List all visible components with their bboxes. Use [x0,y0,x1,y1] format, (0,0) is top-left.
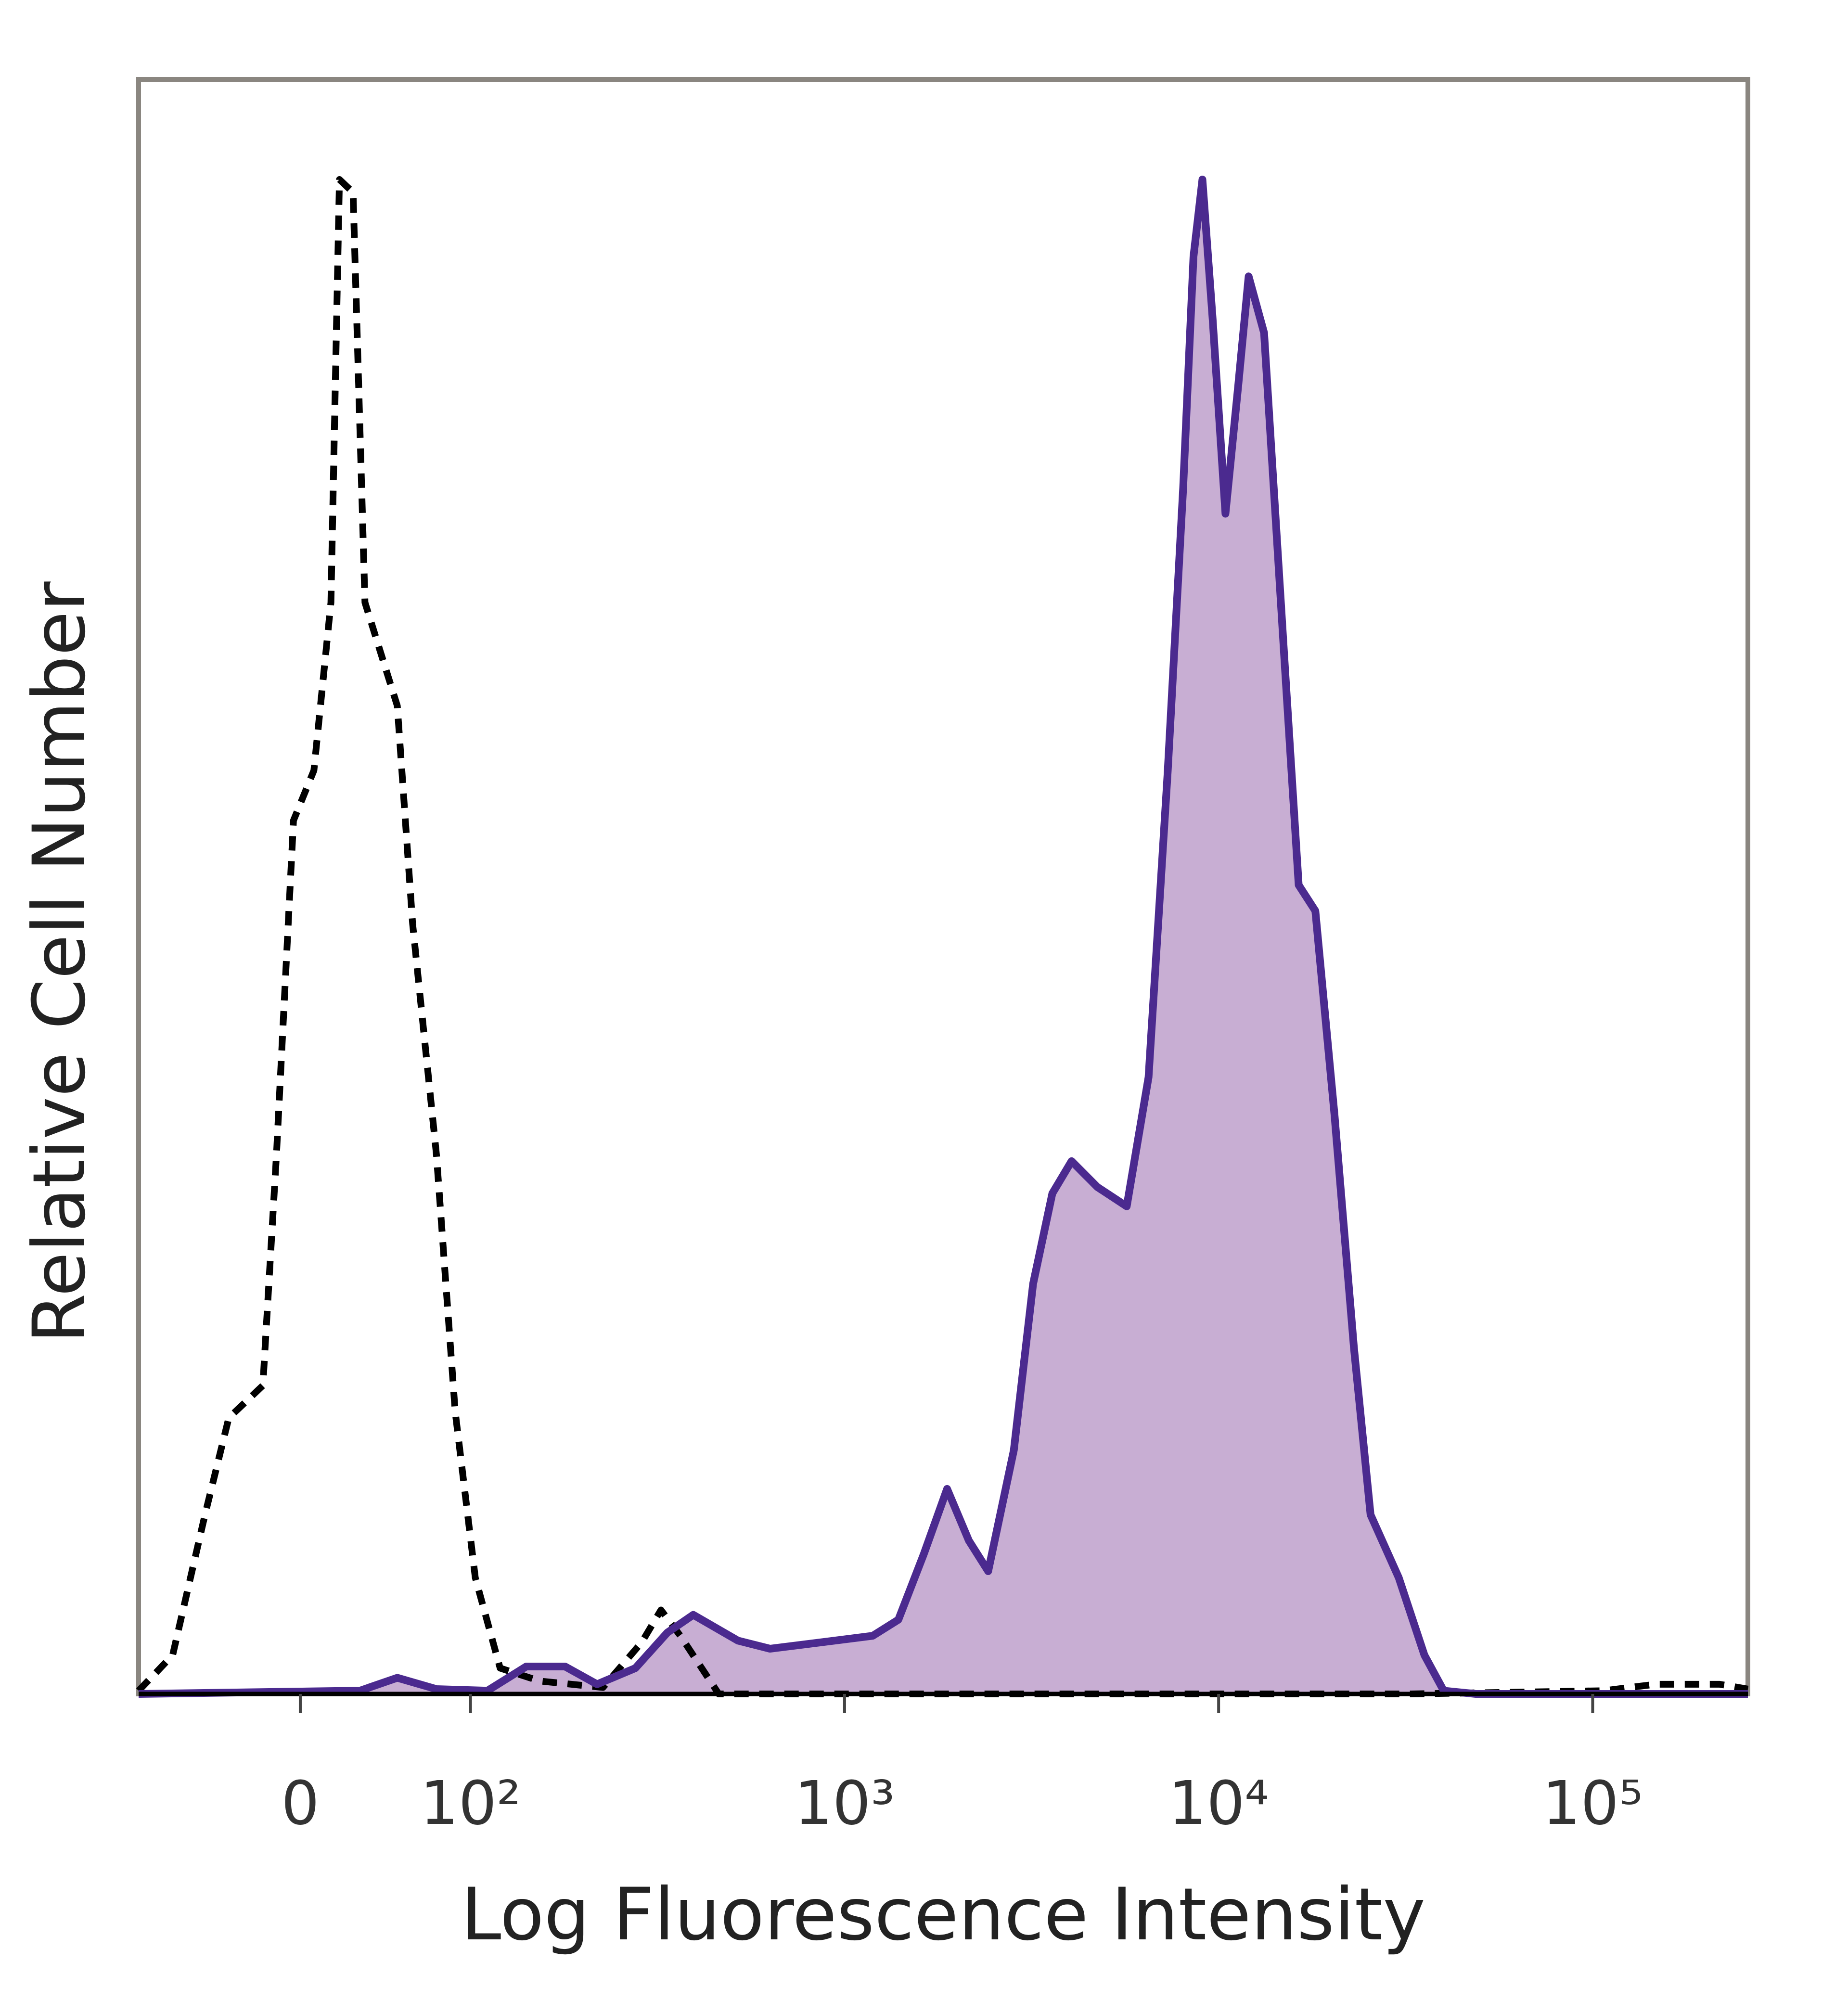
y-axis-label: Relative Cell Number [18,581,102,1344]
plot-frame [136,77,1750,1696]
x-tick-label: 10⁴ [1168,1769,1269,1838]
x-tick-label: 0 [281,1769,320,1838]
histogram-fill [139,179,1748,1694]
histogram-line [138,176,1748,1698]
x-tick-label: 10⁵ [1542,1769,1643,1838]
x-tick-label: 10² [420,1769,521,1838]
marks [136,176,1749,1698]
x-tick-label: 10³ [794,1769,895,1838]
x-axis-label: Log Fluorescence Intensity [461,1873,1425,1957]
